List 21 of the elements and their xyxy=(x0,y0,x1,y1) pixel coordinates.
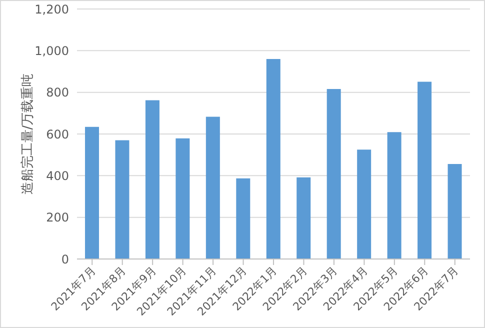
bar xyxy=(296,177,311,259)
bar xyxy=(387,132,402,259)
bar xyxy=(326,89,341,259)
bar xyxy=(236,178,250,259)
y-tick-label: 600 xyxy=(46,127,69,142)
bar xyxy=(145,100,160,259)
y-tick-label: 200 xyxy=(46,210,69,225)
bar xyxy=(357,150,372,259)
bar xyxy=(176,138,190,259)
bar xyxy=(206,116,220,259)
bar xyxy=(448,164,462,259)
bar xyxy=(418,82,432,259)
y-tick-label: 1,000 xyxy=(34,44,69,58)
bar xyxy=(115,140,130,259)
bar xyxy=(85,126,99,259)
bar xyxy=(266,59,280,259)
y-tick-label: 0 xyxy=(61,252,69,266)
y-tick-label: 400 xyxy=(46,168,69,183)
y-axis-title: 造船完工量/万载重吨 xyxy=(20,73,36,195)
y-tick-label: 800 xyxy=(46,86,69,100)
y-tick-label: 1,200 xyxy=(34,2,69,16)
